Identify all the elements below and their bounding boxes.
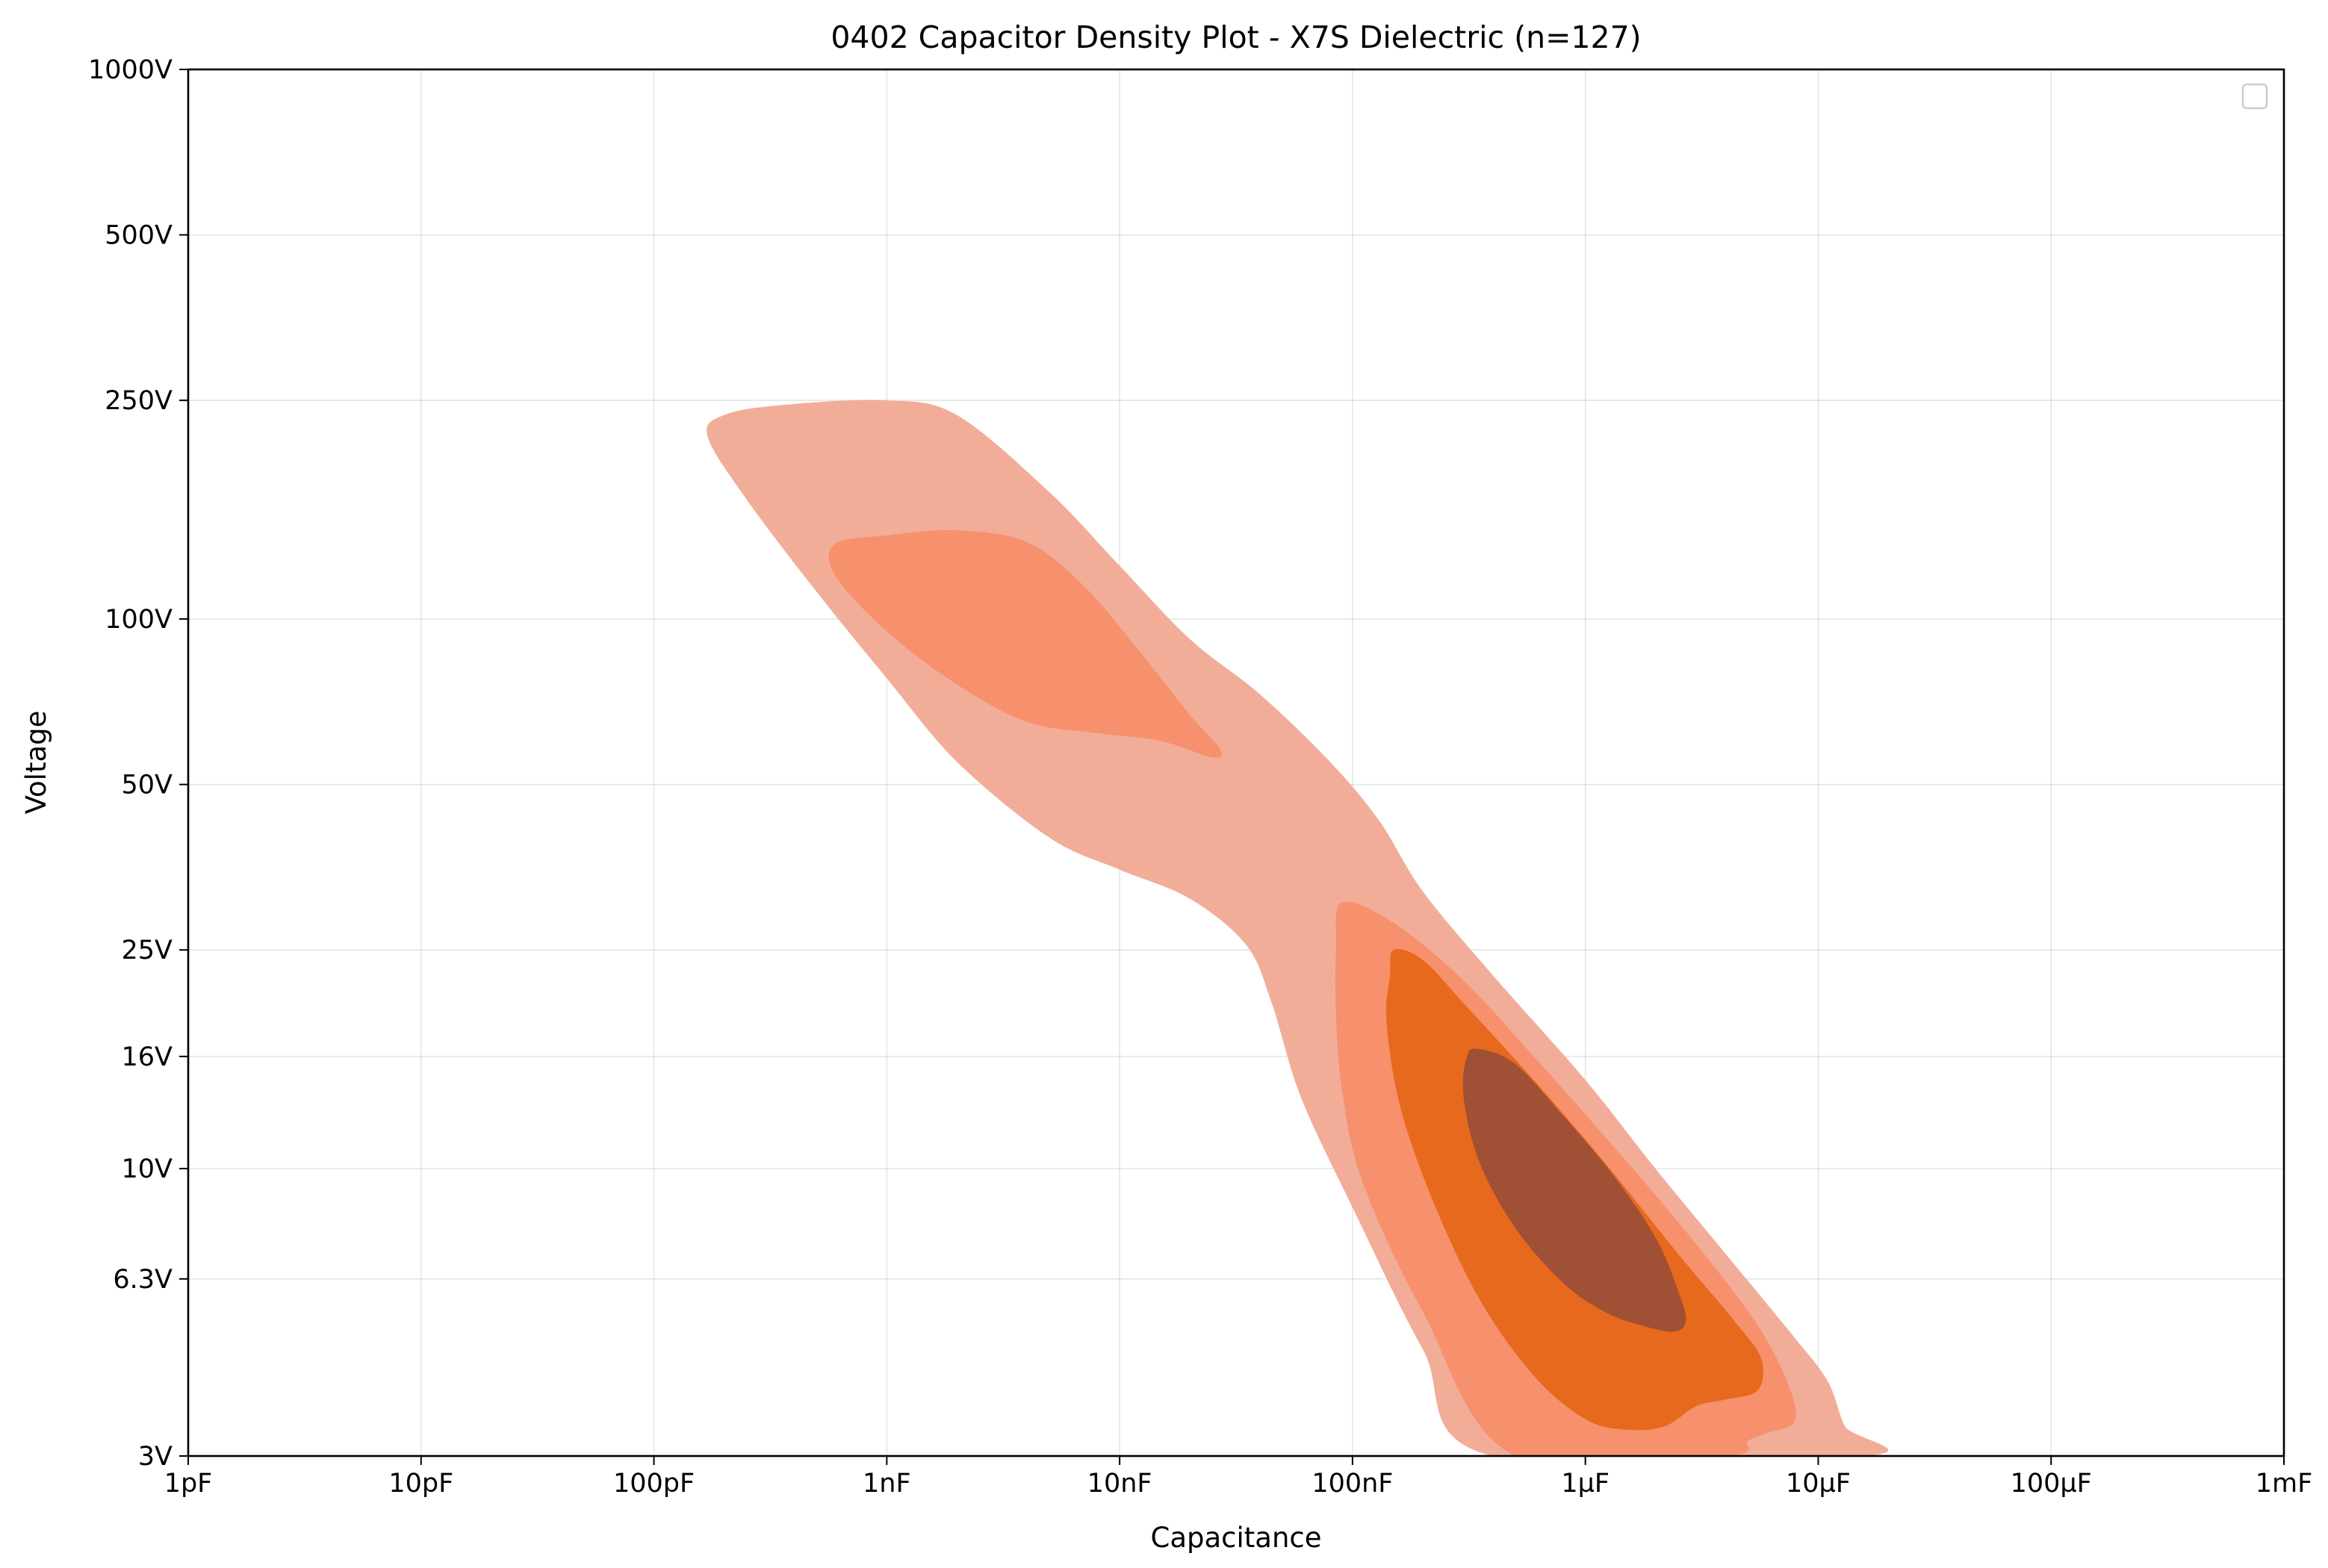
- y-axis-label: Voltage: [20, 711, 52, 815]
- x-tick-label: 10µF: [1786, 1469, 1851, 1499]
- density-contours: [707, 399, 1889, 1456]
- legend-box: [2241, 83, 2268, 110]
- y-tick-label: 10V: [122, 1154, 173, 1184]
- y-tick-label: 3V: [138, 1442, 173, 1472]
- density-level-2-region: [828, 530, 1223, 758]
- x-axis-label: Capacitance: [1150, 1522, 1321, 1554]
- x-tick-label: 1pF: [164, 1469, 213, 1499]
- y-tick-label: 250V: [105, 386, 173, 416]
- y-tick-label: 50V: [122, 771, 173, 800]
- x-tick-label: 100pF: [613, 1469, 695, 1499]
- axis-ticks: 1pF 10pF 100pF 1nF 10nF 100nF 1µF 10µF 100µF 1mF 3…: [88, 55, 2312, 1499]
- x-tick-label: 100µF: [2011, 1469, 2092, 1499]
- y-tick-label: 100V: [105, 605, 173, 635]
- plot-frame: [187, 68, 2285, 1457]
- density-level-4-region: [1462, 1048, 1686, 1332]
- y-tick-label: 500V: [105, 221, 173, 251]
- y-tick-label: 16V: [122, 1042, 173, 1072]
- grid: [187, 69, 2285, 1457]
- x-tick-label: 100nF: [1312, 1469, 1393, 1499]
- x-tick-label: 1nF: [863, 1469, 911, 1499]
- y-tick-label: 25V: [122, 936, 173, 965]
- chart-title: 0402 Capacitor Density Plot - X7S Dielec…: [831, 19, 1641, 55]
- x-tick-label: 1mF: [2256, 1469, 2313, 1499]
- y-tick-label: 1000V: [88, 55, 173, 85]
- x-tick-label: 10nF: [1087, 1469, 1152, 1499]
- y-tick-label: 6.3V: [113, 1265, 173, 1295]
- x-tick-label: 10pF: [388, 1469, 453, 1499]
- x-tick-label: 1µF: [1561, 1469, 1610, 1499]
